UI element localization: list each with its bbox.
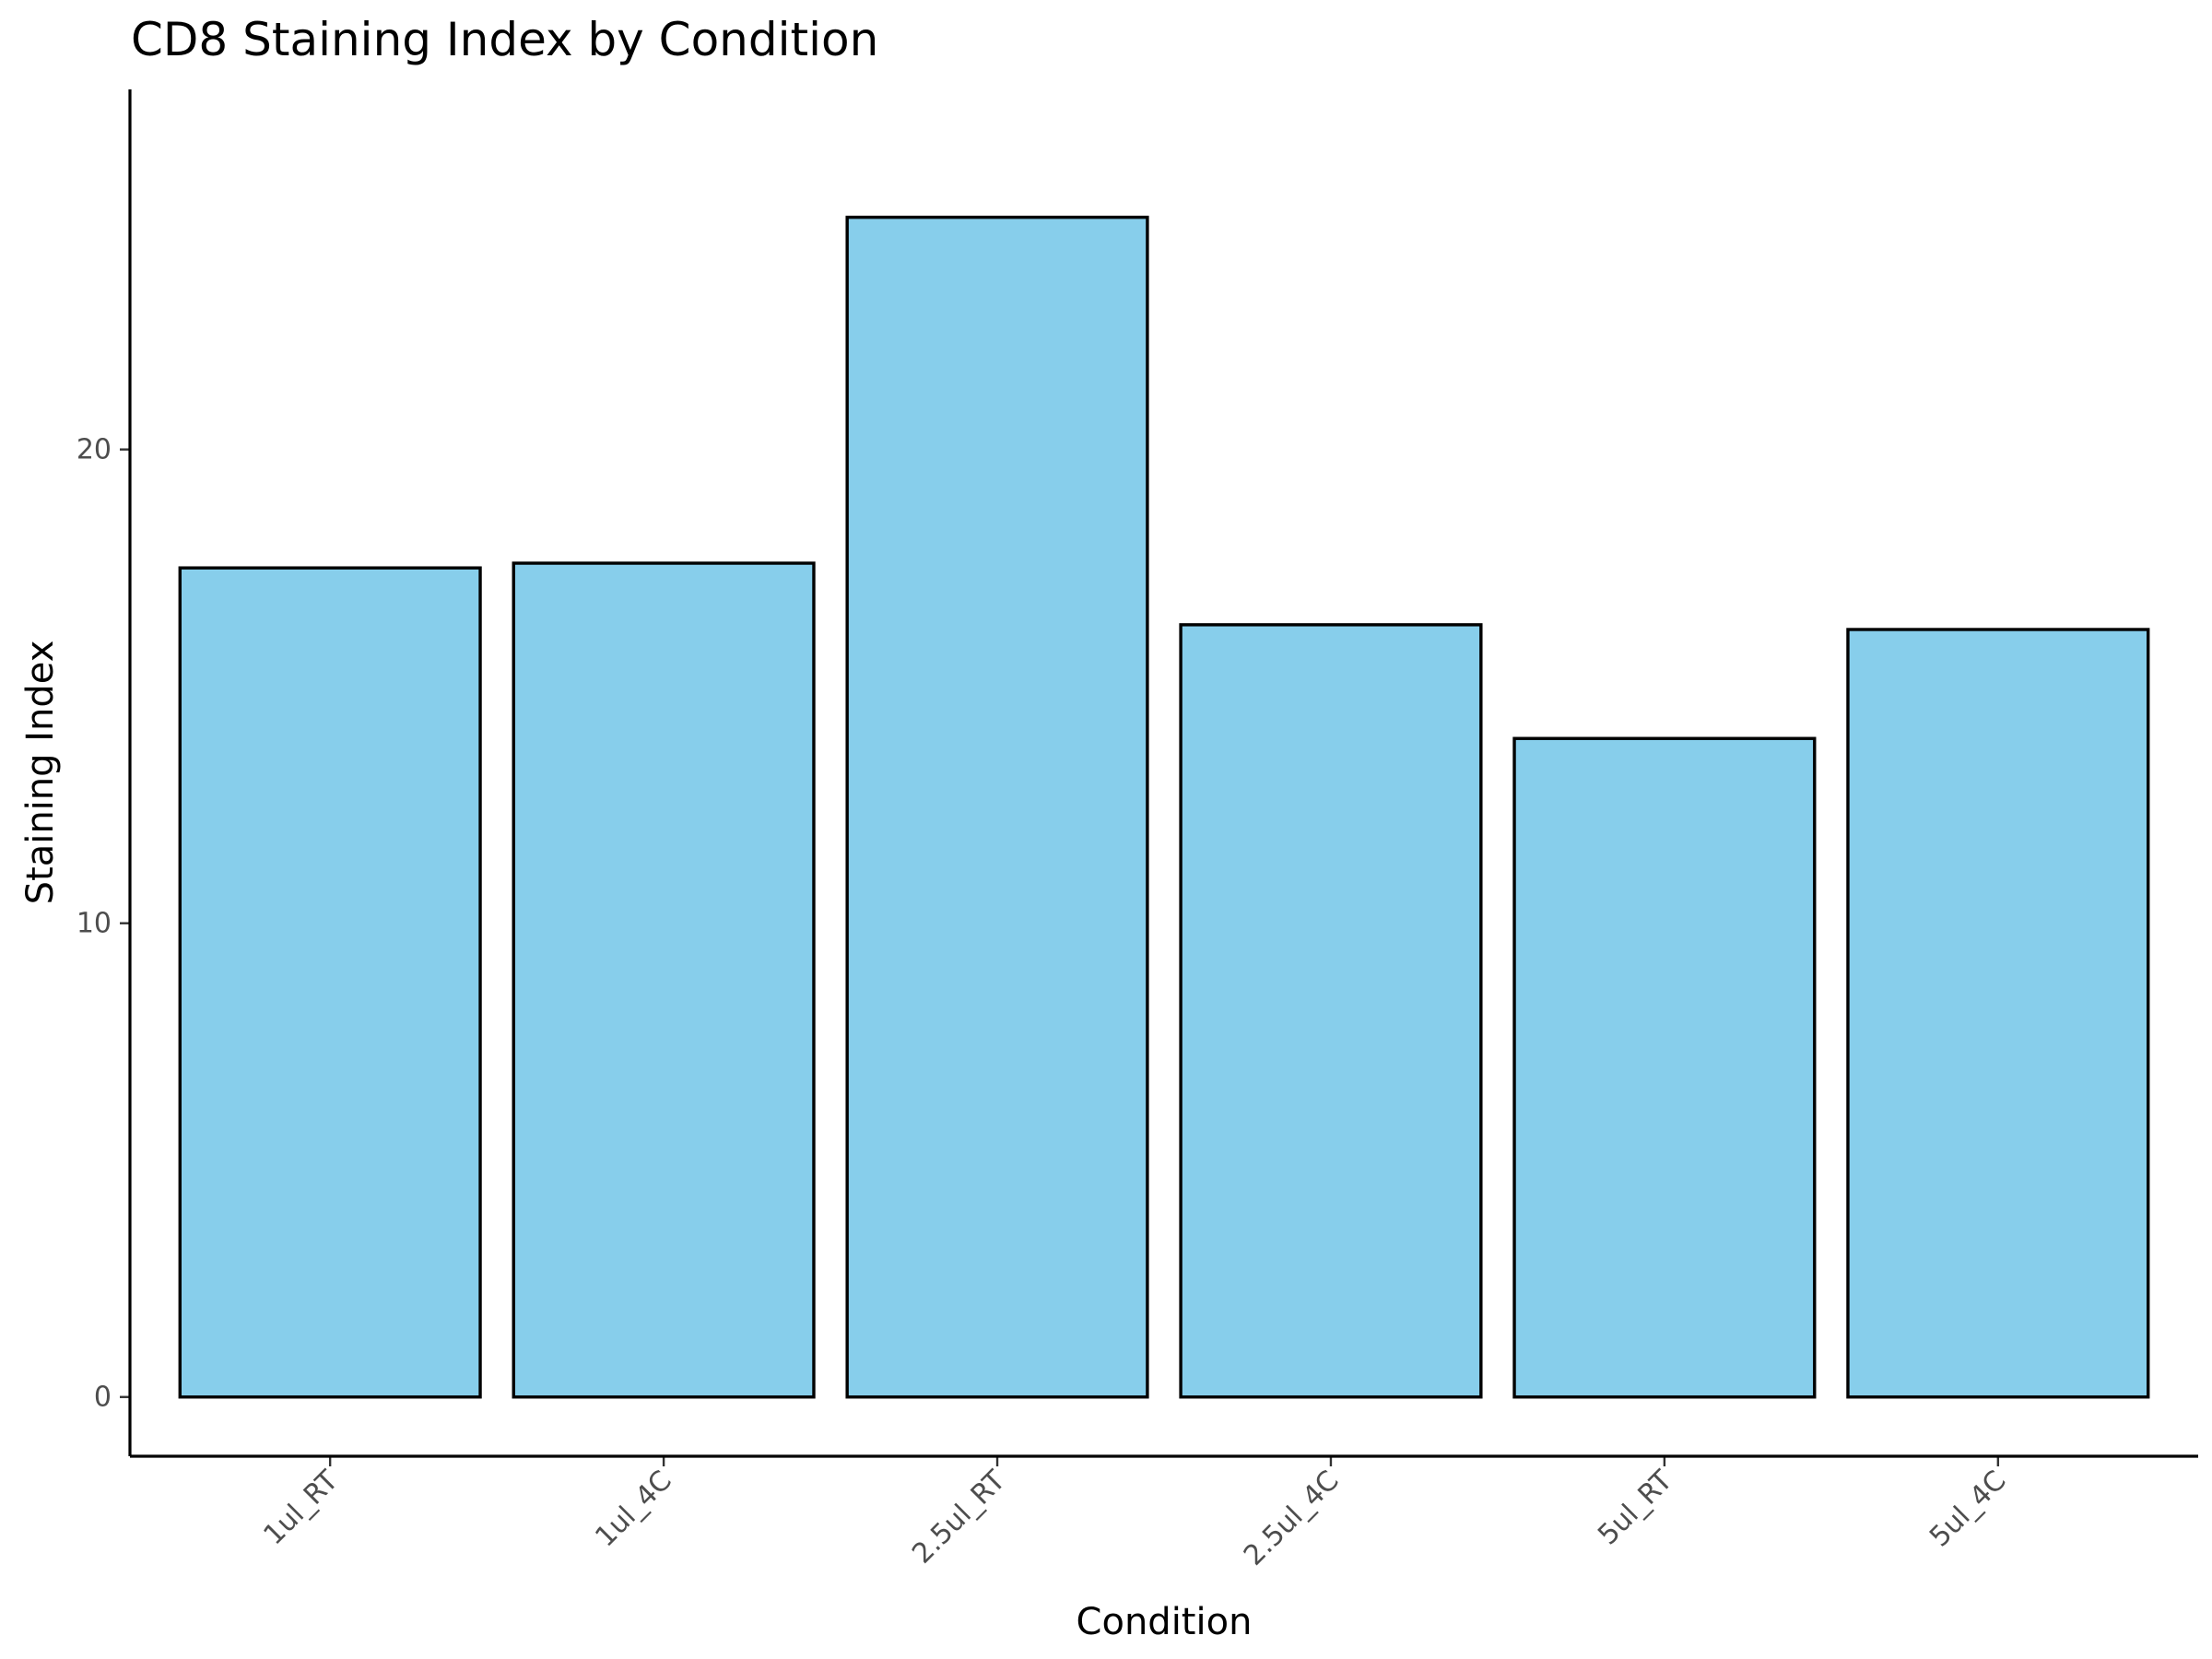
x-axis: 1ul_RT 1ul_4C 2.5ul_RT 2.5ul_4C 5ul_RT 5ul_4C [257,1456,2012,1572]
bar-2.5ul_4C [1179,623,1483,1399]
bar-2.5ul_RT [845,216,1149,1399]
x-tick-label: 5ul_4C [1924,1465,2013,1554]
x-tick-label: 2.5ul_RT [906,1464,1012,1570]
x-tick-label: 1ul_4C [589,1465,678,1554]
x-tick-label: 1ul_RT [257,1464,345,1551]
bar-5ul_4C [1846,628,2150,1399]
y-axis-title: Staining Index [19,641,62,905]
y-tick-label: 0 [94,1382,112,1414]
x-tick-label: 5ul_RT [1592,1464,1679,1551]
x-axis-title: Condition [1077,1601,1253,1643]
bar-1ul_RT [178,566,482,1399]
bar-1ul_4C [512,561,816,1399]
chart-title: CD8 Staining Index by Condition [131,13,878,66]
y-tick-label: 10 [76,908,112,940]
x-tick-label: 2.5ul_4C [1238,1465,1346,1572]
y-tick-label: 20 [76,434,112,466]
y-axis: 0 10 20 [76,434,130,1414]
bar-5ul_RT [1512,736,1817,1399]
bars-group [178,216,2150,1399]
